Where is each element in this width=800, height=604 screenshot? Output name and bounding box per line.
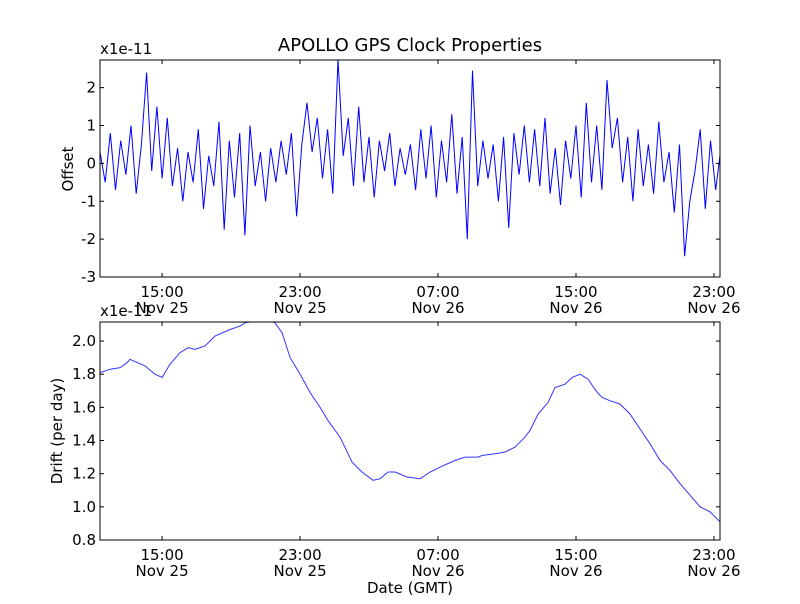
offset-xtick-label-time: 15:00: [554, 283, 597, 301]
drift-xtick-label-date: Nov 25: [136, 562, 189, 580]
drift-ytick-label: 1.6: [72, 398, 96, 416]
offset-xtick-label-date: Nov 25: [136, 299, 189, 317]
offset-ytick-label: 2: [86, 79, 96, 97]
drift-ytick-label: 1.4: [72, 432, 96, 450]
offset-xtick-label-time: 07:00: [416, 283, 459, 301]
drift-xtick-label-date: Nov 25: [273, 562, 326, 580]
drift-xtick-label-time: 07:00: [416, 546, 459, 564]
offset-series-line: [100, 60, 720, 257]
drift-xtick-label-date: Nov 26: [411, 562, 464, 580]
offset-xtick-label-time: 23:00: [692, 283, 735, 301]
drift-ytick-label: 1.0: [72, 498, 96, 516]
x-axis-label: Date (GMT): [367, 579, 453, 597]
offset-ytick-label: -1: [81, 192, 96, 210]
offset-xtick-label-time: 15:00: [140, 283, 183, 301]
drift-ytick-label: 1.2: [72, 465, 96, 483]
drift-series-line: [100, 322, 720, 523]
offset-xtick-label-time: 23:00: [278, 283, 321, 301]
offset-ytick-label: -3: [81, 268, 96, 286]
offset-xtick-label-date: Nov 26: [411, 299, 464, 317]
drift-ytick-label: 1.8: [72, 365, 96, 383]
drift-xtick-label-time: 15:00: [554, 546, 597, 564]
drift-y-multiplier: x1e-11: [100, 302, 152, 320]
offset-axes-frame: [99, 59, 721, 278]
drift-xtick-label-date: Nov 26: [687, 562, 740, 580]
drift-y-label: Drift (per day): [48, 378, 66, 485]
offset-y-multiplier: x1e-11: [100, 40, 152, 58]
drift-axes-frame: [99, 321, 721, 541]
drift-ytick-label: 0.8: [72, 531, 96, 549]
offset-xtick-label-date: Nov 25: [273, 299, 326, 317]
offset-ytick-label: 0: [86, 154, 96, 172]
drift-xtick-label-time: 23:00: [278, 546, 321, 564]
drift-xtick-label-time: 23:00: [692, 546, 735, 564]
drift-xtick-label-time: 15:00: [140, 546, 183, 564]
offset-ytick-label: -2: [81, 230, 96, 248]
offset-xtick-label-date: Nov 26: [549, 299, 602, 317]
chart-title: APOLLO GPS Clock Properties: [278, 35, 542, 56]
drift-xtick-label-date: Nov 26: [549, 562, 602, 580]
offset-xtick-label-date: Nov 26: [687, 299, 740, 317]
drift-ytick-label: 2.0: [72, 332, 96, 350]
offset-ytick-label: 1: [86, 117, 96, 135]
offset-y-label: Offset: [59, 146, 77, 191]
